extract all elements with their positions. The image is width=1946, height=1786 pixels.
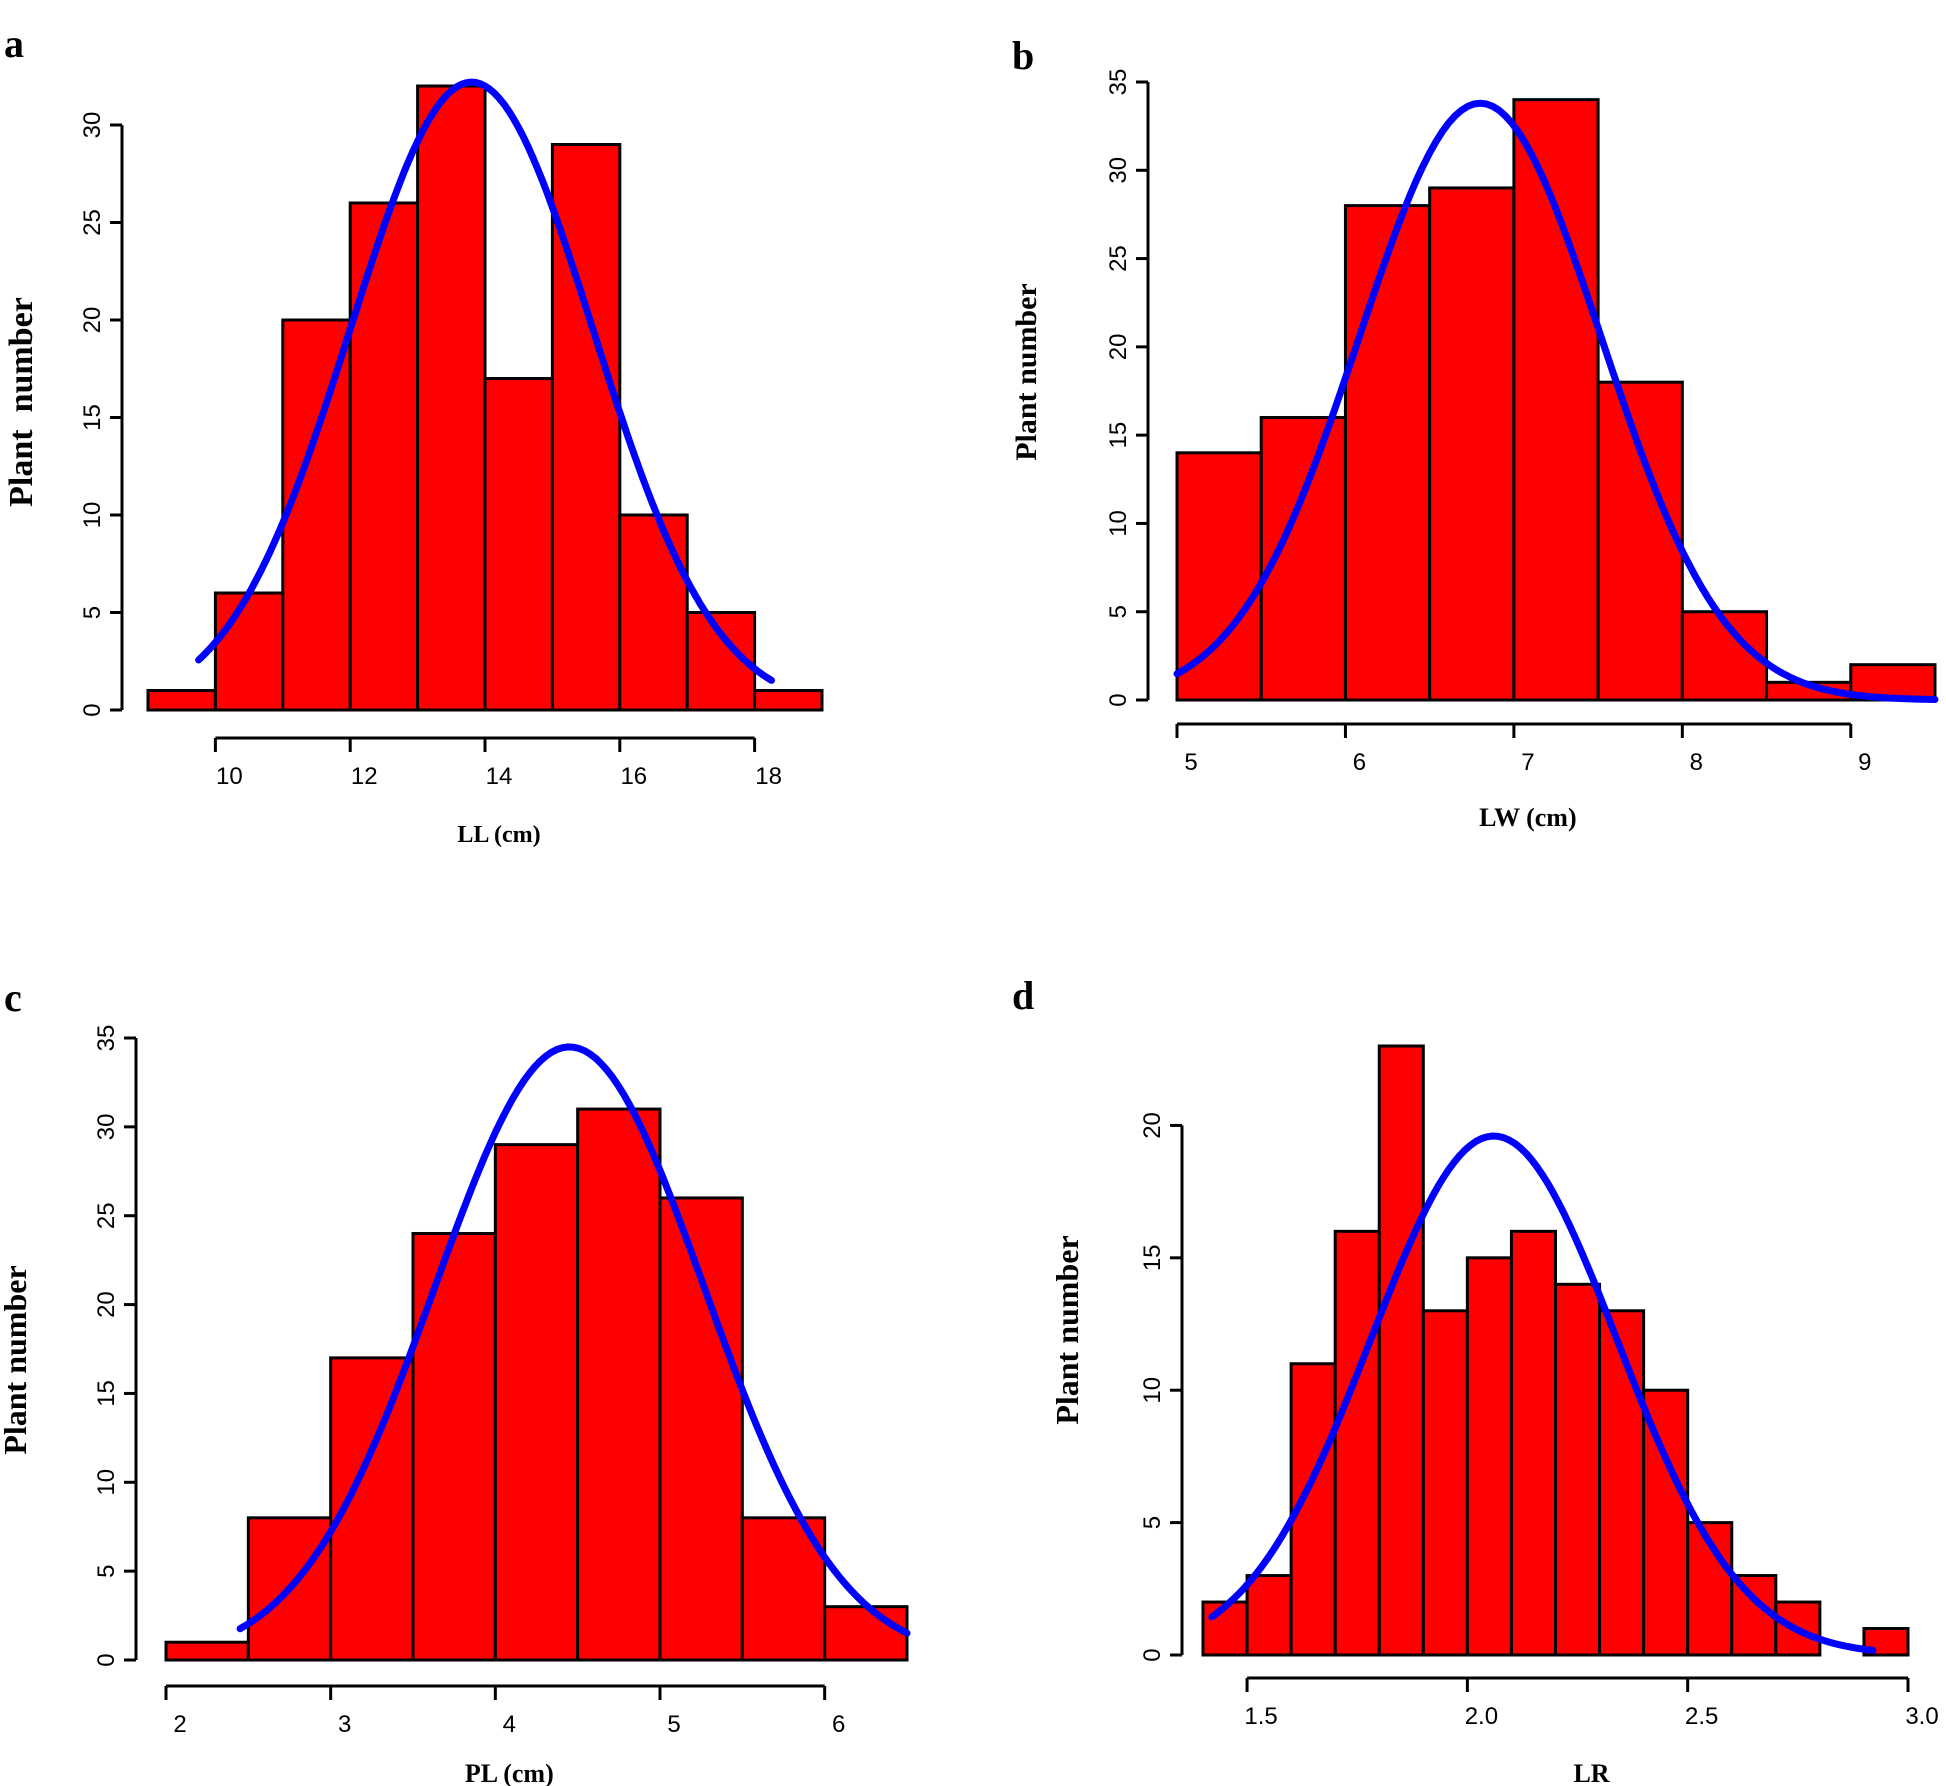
histogram-bar-b-5 <box>1596 380 1684 702</box>
x-axis-title-a: LL (cm) <box>457 822 540 848</box>
histogram-bar-c-4 <box>493 1143 580 1662</box>
y-tick-label-c-6: 30 <box>93 1114 120 1141</box>
y-tick-label-b-5: 25 <box>1105 245 1132 272</box>
histogram-bar-d-9 <box>1598 1309 1646 1657</box>
x-tick-label-b-0: 5 <box>1184 749 1197 776</box>
y-axis-title-a: Plant number <box>3 297 40 507</box>
x-tick-label-b-2: 7 <box>1521 749 1534 776</box>
y-tick-label-a-6: 30 <box>79 112 106 139</box>
x-tick-label-a-0: 10 <box>216 763 243 790</box>
x-tick-label-c-0: 2 <box>173 1711 186 1738</box>
histogram-bar-d-1 <box>1245 1574 1293 1657</box>
y-tick-label-c-7: 35 <box>93 1025 120 1052</box>
histogram-bar-a-7 <box>618 513 689 712</box>
histogram-bar-b-2 <box>1343 204 1432 702</box>
y-tick-label-b-2: 10 <box>1105 510 1132 537</box>
y-tick-label-d-3: 15 <box>1139 1244 1166 1271</box>
panel-c-pl-histogram: 0 5 10 15 20 25 30 35 2 3 4 5 6 PL (cm) Plant number c <box>0 975 911 1786</box>
x-tick-label-d-1: 2.0 <box>1465 1703 1498 1730</box>
panel-letter-a: a <box>4 21 24 66</box>
y-tick-label-d-4: 20 <box>1139 1112 1166 1139</box>
panel-letter-d: d <box>1012 973 1034 1018</box>
y-tick-label-c-2: 10 <box>93 1469 120 1496</box>
y-tick-label-d-0: 0 <box>1139 1648 1166 1661</box>
x-tick-label-b-4: 9 <box>1858 749 1871 776</box>
x-tick-label-c-4: 6 <box>832 1711 845 1738</box>
normal-curve-a <box>195 78 775 684</box>
y-axis-title-c: Plant number <box>0 1265 33 1454</box>
histogram-bar-c-0 <box>164 1640 250 1662</box>
histogram-bar-a-5 <box>483 377 554 712</box>
x-tick-label-c-3: 5 <box>667 1711 680 1738</box>
histogram-bar-d-8 <box>1554 1282 1602 1657</box>
histogram-bar-a-0 <box>146 689 217 712</box>
normal-curve-c <box>236 1043 911 1637</box>
histogram-bar-c-3 <box>411 1231 497 1662</box>
y-tick-label-b-1: 5 <box>1105 605 1132 618</box>
y-tick-label-c-1: 5 <box>93 1564 120 1577</box>
histogram-bar-c-8 <box>823 1605 909 1662</box>
x-tick-label-a-4: 18 <box>755 763 782 790</box>
y-tick-label-a-1: 5 <box>79 606 106 619</box>
y-tick-label-a-2: 10 <box>79 502 106 529</box>
histogram-bar-d-5 <box>1421 1309 1469 1657</box>
histogram-bar-d-4 <box>1377 1044 1425 1657</box>
histogram-bar-d-7 <box>1509 1229 1557 1657</box>
normal-curve-b <box>1173 99 1939 703</box>
histogram-bar-a-2 <box>281 318 352 712</box>
y-tick-label-c-4: 20 <box>93 1291 120 1318</box>
y-axis-title-d: Plant number <box>1049 1235 1085 1424</box>
x-tick-label-d-2: 2.5 <box>1685 1703 1718 1730</box>
x-tick-label-c-1: 3 <box>338 1711 351 1738</box>
histogram-bar-b-4 <box>1512 98 1600 702</box>
x-tick-label-b-3: 8 <box>1690 749 1703 776</box>
y-tick-label-b-3: 15 <box>1105 422 1132 449</box>
normal-curve-d <box>1208 1132 1877 1654</box>
y-tick-label-d-2: 10 <box>1139 1377 1166 1404</box>
panel-b-lw-histogram: 0 5 10 15 20 25 30 35 5 6 7 8 9 LW (cm) Plant number b <box>1010 33 1939 832</box>
histogram-bar-a-4 <box>416 84 487 712</box>
histogram-bar-a-9 <box>753 689 824 712</box>
x-tick-label-a-3: 16 <box>620 763 647 790</box>
histogram-bar-c-6 <box>658 1196 744 1662</box>
histogram-bar-b-3 <box>1428 186 1516 702</box>
y-tick-label-b-4: 20 <box>1105 334 1132 361</box>
x-tick-label-b-1: 6 <box>1353 749 1366 776</box>
y-tick-label-a-0: 0 <box>79 703 106 716</box>
x-axis-title-d: LR <box>1573 1759 1609 1786</box>
panel-d-lr-histogram: 0 5 10 15 20 1.5 2.0 2.5 3.0 LR Plant number d <box>1012 973 1939 1786</box>
y-tick-label-a-4: 20 <box>79 307 106 334</box>
y-tick-label-b-7: 35 <box>1105 69 1132 96</box>
x-tick-label-a-2: 14 <box>486 763 513 790</box>
y-tick-label-b-6: 30 <box>1105 157 1132 184</box>
x-tick-label-d-3: 3.0 <box>1905 1703 1938 1730</box>
y-tick-label-a-3: 15 <box>79 404 106 431</box>
panel-letter-c: c <box>4 975 22 1020</box>
y-tick-label-c-3: 15 <box>93 1380 120 1407</box>
panel-a-ll-histogram: 0 5 10 15 20 25 30 10 12 14 16 18 LL (cm) Plant numbe… <box>3 21 824 848</box>
x-axis-title-b: LW (cm) <box>1479 803 1577 832</box>
y-axis-title-b: Plant number <box>1010 283 1043 461</box>
histogram-bar-d-6 <box>1465 1256 1513 1657</box>
x-axis-title-c: PL (cm) <box>465 1759 554 1786</box>
x-tick-label-d-0: 1.5 <box>1244 1703 1277 1730</box>
histogram-bar-a-3 <box>348 201 420 712</box>
y-tick-label-c-5: 25 <box>93 1202 120 1229</box>
histogram-bar-d-3 <box>1333 1229 1381 1657</box>
y-tick-label-a-5: 25 <box>79 209 106 236</box>
histogram-bar-a-1 <box>213 591 285 712</box>
y-tick-label-c-0: 0 <box>93 1653 120 1666</box>
x-tick-label-a-1: 12 <box>351 763 378 790</box>
x-tick-label-c-2: 4 <box>503 1711 516 1738</box>
y-tick-label-b-0: 0 <box>1105 693 1132 706</box>
panel-letter-b: b <box>1012 33 1034 78</box>
histogram-bar-c-5 <box>576 1107 662 1662</box>
y-tick-label-d-1: 5 <box>1139 1516 1166 1529</box>
